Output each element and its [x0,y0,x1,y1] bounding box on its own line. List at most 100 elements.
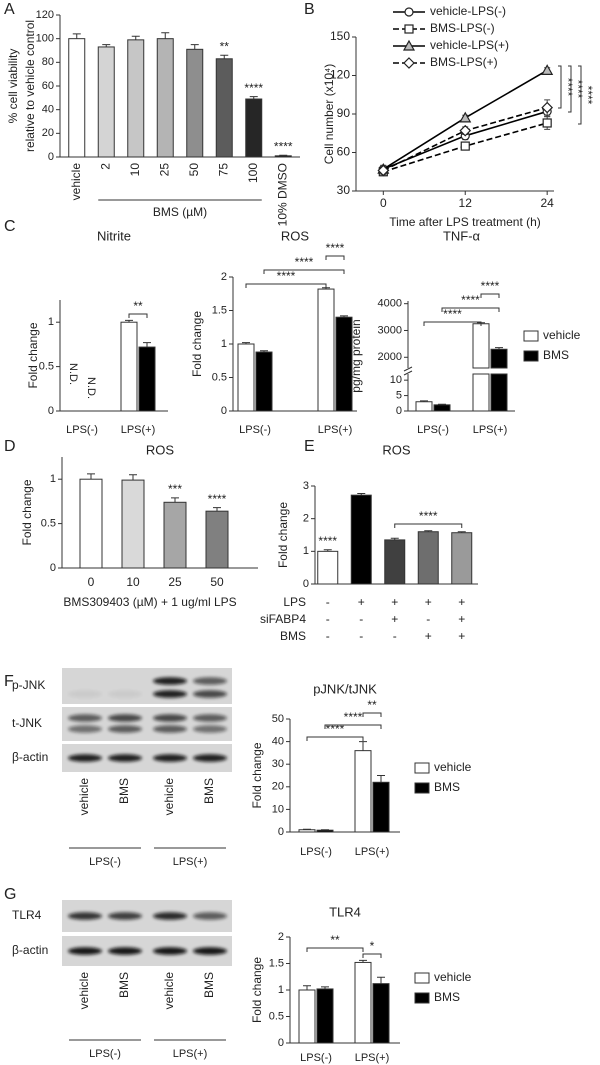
y-tick-label: 0 [278,1037,284,1049]
lane-label: vehicle [77,972,91,1010]
table-row-label: BMS [280,629,306,643]
significance-bracket [480,293,500,298]
significance: *** [168,482,182,496]
legend-label: BMS-LPS(-) [430,21,495,35]
significance: **** [277,269,296,283]
blot-row-label: t-JNK [12,716,42,730]
bar [317,288,335,412]
significance: **** [318,534,337,548]
x-tick-label: 50 [210,575,224,589]
y-tick-label: 2 [303,513,309,525]
legend-swatch [523,350,539,362]
x-tick-label: 0 [380,196,387,210]
significance-bracket [441,307,500,312]
lane-label: vehicle [77,778,91,816]
y-axis-label: pg/mg protein [349,319,363,392]
y-axis-label: relative to vehicle control [23,20,37,152]
significance-bracket [306,736,364,741]
y-tick-label: 0 [50,562,56,574]
legend-label: vehicle [434,760,472,774]
y-tick-label: 40 [272,736,284,748]
y-axis-label: Fold change [250,742,264,808]
legend-swatch [414,762,430,774]
axis-break [403,366,413,372]
y-tick-label: 10 [272,803,284,815]
significance-bracket [423,321,482,326]
error-bar [390,537,399,540]
legend-swatch [414,992,430,1004]
blot-band [153,714,187,722]
table-cell: + [458,612,465,626]
bar [97,46,115,158]
significance: **** [581,86,595,105]
x-tick-label: 50 [187,163,201,177]
blot-row-label: β-actin [12,943,48,957]
table-cell: - [359,629,363,643]
error-bar [457,531,466,533]
x-tick-label: 75 [216,163,230,177]
bar [316,829,334,833]
error-bar [321,986,329,989]
marker [541,64,554,75]
legend-label: vehicle-LPS(-) [430,4,506,18]
error-bar [190,44,199,50]
y-tick-label: 0.5 [39,361,54,373]
x-axis-label: Time after LPS treatment (h) [389,215,541,229]
error-bar [260,350,268,353]
significance-bracket [128,313,148,318]
y-tick-label: 5 [396,389,402,401]
bar [433,404,451,412]
bar [372,983,390,1044]
blot-band [68,714,102,722]
bar [415,401,433,412]
group-label: LPS(-) [89,1048,121,1060]
group-label: LPS(+) [173,1048,208,1060]
x-tick-label: 0 [88,575,95,589]
legend-marker [402,39,416,51]
significance: **** [295,255,314,269]
panel-letter: G [4,886,16,903]
y-tick-label: 1.5 [212,304,227,316]
y-tick-label: 3 [303,480,309,492]
error-bar [420,400,428,402]
error-bar [279,154,288,156]
significance: ** [220,39,230,53]
error-bar [249,96,258,100]
significance: **** [244,81,263,95]
blot-strip [62,668,232,704]
error-bar [171,497,179,503]
x-tick-label: 25 [168,575,182,589]
error-bar [424,530,433,532]
lane-label: BMS [202,972,216,998]
significance: ** [330,933,340,947]
marker [541,101,554,114]
y-tick-label: 1 [303,545,309,557]
error-bar [438,403,446,405]
table-cell: - [359,612,363,626]
bar [79,478,103,569]
y-axis-label: Fold change [190,311,204,377]
blot-strip [62,707,232,741]
significance-bracket [394,523,463,528]
x-tick-label: LPS(-) [239,424,271,436]
blot-band [193,754,227,762]
significance-bracket [578,65,582,125]
significance-bracket [324,724,382,729]
bar [350,494,372,585]
blot-band [68,690,102,698]
panel-letter: E [304,438,315,455]
x-tick-label: LPS(+) [473,424,508,436]
table-cell: + [425,595,432,609]
significance: **** [481,279,500,293]
value-label: N.D. [67,363,79,385]
significance-bracket [568,65,572,113]
significance: ** [133,299,143,313]
significance-bracket [325,255,345,260]
lane-label: vehicle [162,778,176,816]
blot-band [153,677,187,685]
legend-swatch [414,972,430,984]
marker [460,141,470,151]
y-tick-label: 30 [337,183,351,197]
value-label: N.D. [85,377,97,399]
x-tick-label: LPS(-) [300,846,332,858]
